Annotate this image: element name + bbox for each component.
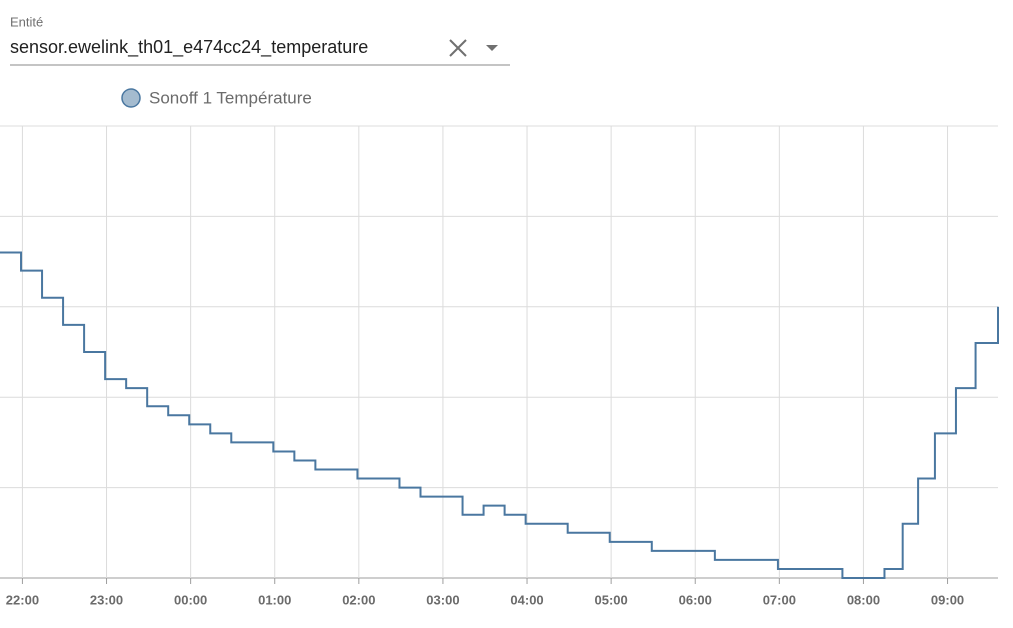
dropdown-arrow[interactable] — [486, 45, 498, 51]
x-tick-label: 02:00 — [342, 592, 375, 607]
field-label: Entité — [10, 14, 43, 29]
x-tick-label: 04:00 — [510, 592, 543, 607]
series-line — [0, 251, 999, 579]
x-tick-label: 05:00 — [595, 592, 628, 607]
clear-button[interactable] — [449, 39, 467, 57]
x-tick-label: 01:00 — [258, 592, 291, 607]
x-tick-label: 06:00 — [679, 592, 712, 607]
x-tick-label: 07:00 — [763, 592, 796, 607]
x-tick-label: 09:00 — [931, 592, 964, 607]
x-tick-label: 03:00 — [426, 592, 459, 607]
legend-swatch[interactable] — [121, 88, 141, 108]
entity-input[interactable]: sensor.ewelink_th01_e474cc24_temperature — [10, 37, 368, 58]
legend-label[interactable]: Sonoff 1 Température — [149, 88, 312, 107]
x-tick-label: 00:00 — [174, 592, 207, 607]
x-tick-label: 22:00 — [6, 592, 39, 607]
x-tick-label: 23:00 — [90, 592, 123, 607]
x-tick-label: 08:00 — [847, 592, 880, 607]
